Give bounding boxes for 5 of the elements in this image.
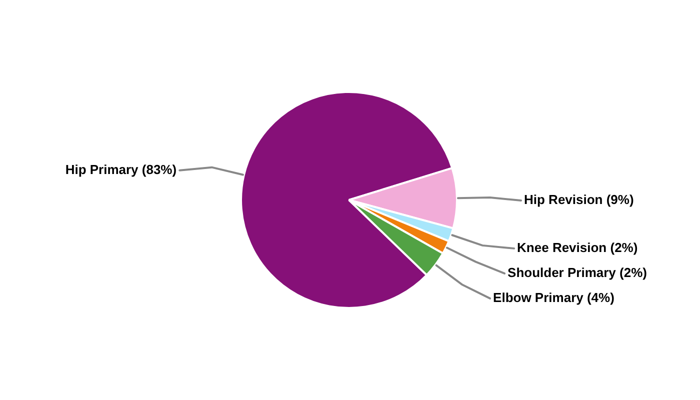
slice-label: Hip Revision (9%) <box>524 192 634 208</box>
slice-label: Shoulder Primary (2%) <box>508 265 647 280</box>
slice-label: Elbow Primary (4%) <box>493 290 614 306</box>
slice-label: Knee Revision (2%) <box>517 240 638 256</box>
slice-label: Hip Primary (83%) <box>65 162 177 177</box>
